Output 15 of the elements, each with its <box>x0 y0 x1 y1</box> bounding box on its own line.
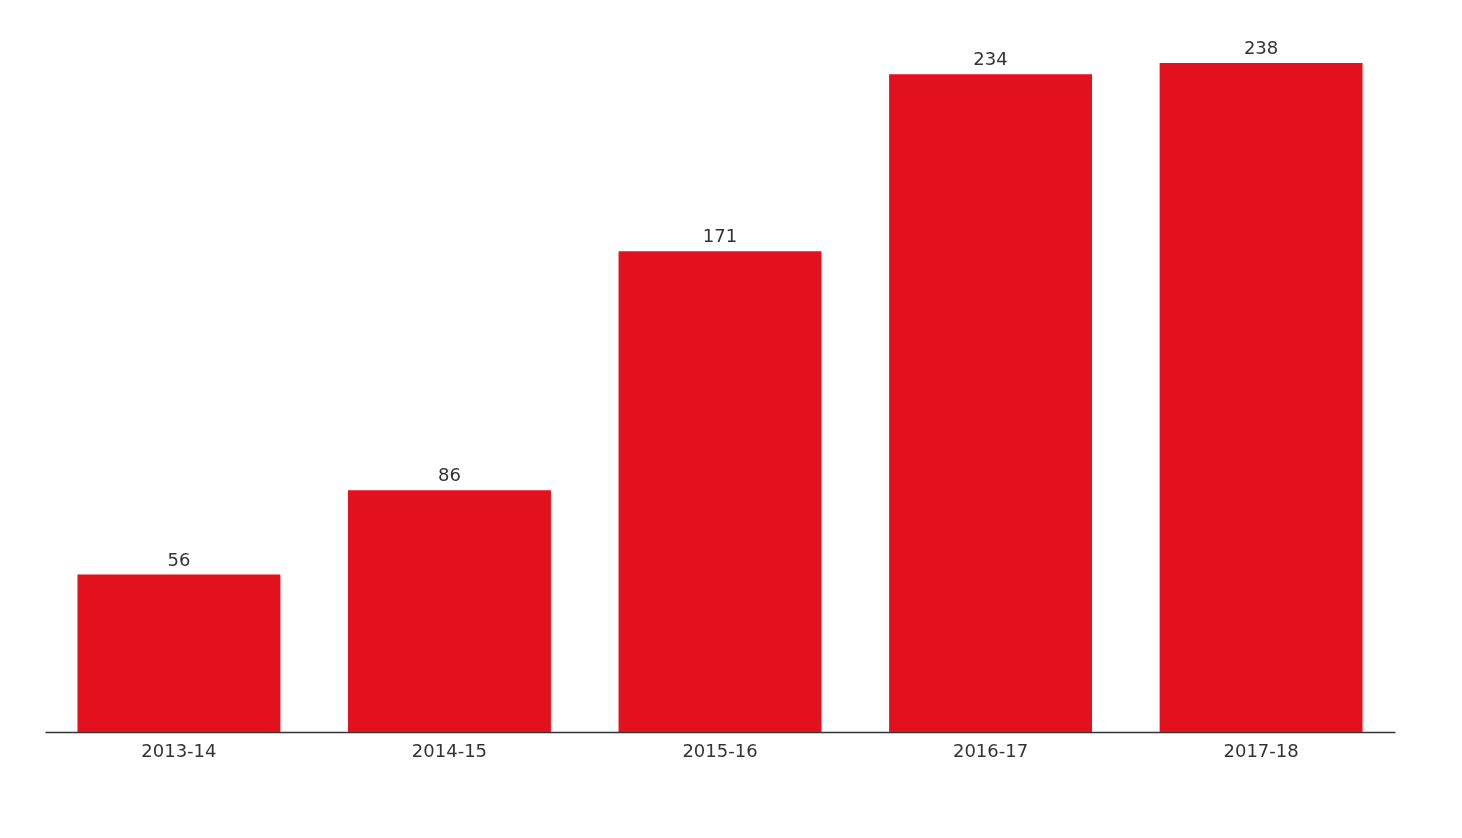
bar <box>1159 63 1363 732</box>
bar <box>77 574 281 732</box>
data-label: 238 <box>1243 37 1279 58</box>
x-tick-label: 2015-16 <box>682 739 758 761</box>
x-tick-label: 2014-15 <box>411 739 488 761</box>
bar <box>618 251 822 732</box>
x-tick-label: 2013-14 <box>141 739 217 761</box>
bar <box>348 490 551 732</box>
x-tick-label: 2017-18 <box>1223 739 1299 761</box>
x-tick-label: 2016-17 <box>952 739 1029 761</box>
bar <box>889 74 1092 732</box>
data-label: 234 <box>973 48 1008 70</box>
data-label: 56 <box>167 548 191 570</box>
data-label: 171 <box>702 225 738 247</box>
data-label: 86 <box>438 464 461 486</box>
